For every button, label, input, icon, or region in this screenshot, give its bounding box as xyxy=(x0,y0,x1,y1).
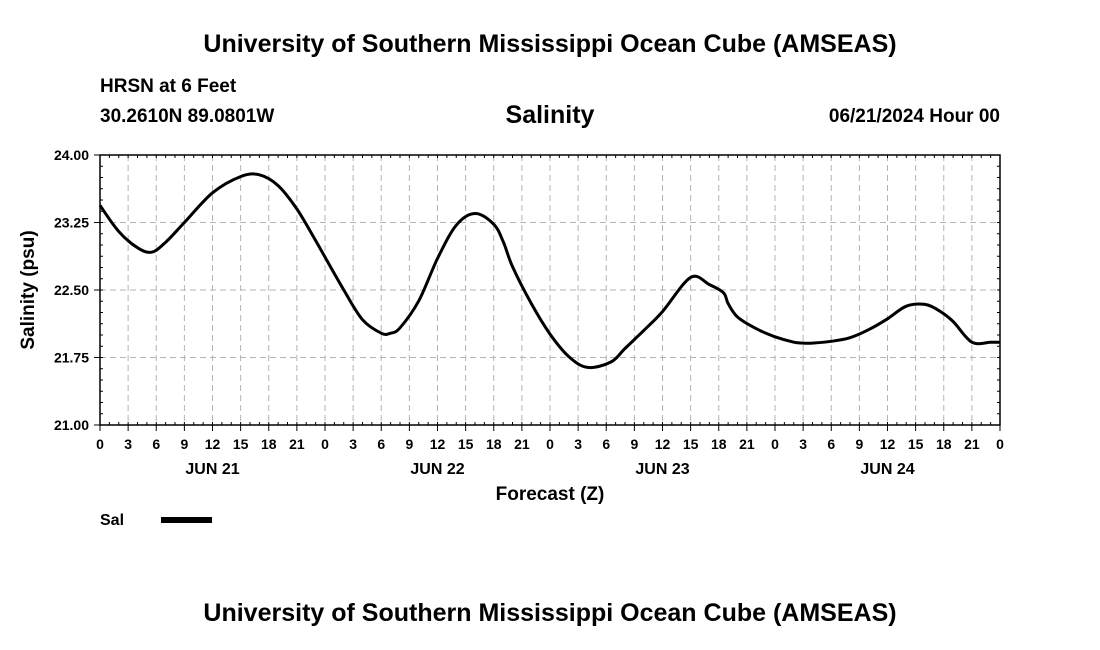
x-tick-label: 15 xyxy=(908,436,924,452)
x-tick-label: 3 xyxy=(799,436,807,452)
x-tick-label: 6 xyxy=(602,436,610,452)
y-tick-label: 22.50 xyxy=(54,282,89,298)
x-tick-label: 21 xyxy=(289,436,305,452)
y-tick-label: 21.75 xyxy=(54,350,89,366)
x-tick-label: 9 xyxy=(405,436,413,452)
x-tick-label: 18 xyxy=(486,436,502,452)
x-tick-label: 0 xyxy=(996,436,1004,452)
x-day-label: JUN 23 xyxy=(635,461,689,478)
x-tick-label: 15 xyxy=(683,436,699,452)
footer-title: University of Southern Mississippi Ocean… xyxy=(203,599,897,627)
x-tick-label: 21 xyxy=(964,436,980,452)
station-label: HRSN at 6 Feet xyxy=(100,76,237,97)
salinity-series-line xyxy=(98,172,1000,370)
x-tick-label: 9 xyxy=(180,436,188,452)
x-tick-label: 18 xyxy=(261,436,277,452)
x-tick-label: 3 xyxy=(349,436,357,452)
x-tick-label: 0 xyxy=(771,436,779,452)
y-tick-label: 21.00 xyxy=(54,417,89,433)
x-tick-label: 21 xyxy=(739,436,755,452)
forecast-datetime: 06/21/2024 Hour 00 xyxy=(828,106,1000,127)
x-tick-label: 15 xyxy=(233,436,249,452)
y-tick-label: 24.00 xyxy=(54,147,89,163)
x-tick-label: 0 xyxy=(96,436,104,452)
x-tick-label: 9 xyxy=(855,436,863,452)
chart-title: Salinity xyxy=(505,101,595,129)
legend-label: Sal xyxy=(100,512,124,529)
x-tick-label: 12 xyxy=(430,436,446,452)
x-day-label: JUN 24 xyxy=(860,461,914,478)
x-tick-label: 15 xyxy=(458,436,474,452)
x-tick-label: 6 xyxy=(377,436,385,452)
x-tick-label: 0 xyxy=(546,436,554,452)
x-tick-label: 18 xyxy=(711,436,727,452)
plot-frame xyxy=(99,154,1001,426)
x-tick-label: 21 xyxy=(514,436,530,452)
page-title: University of Southern Mississippi Ocean… xyxy=(203,30,897,58)
x-day-label: JUN 22 xyxy=(410,461,464,478)
x-tick-label: 3 xyxy=(124,436,132,452)
x-tick-label: 12 xyxy=(655,436,671,452)
y-tick-label: 23.25 xyxy=(54,215,89,231)
x-tick-label: 12 xyxy=(205,436,221,452)
station-coordinates: 30.2610N 89.0801W xyxy=(100,106,275,127)
x-tick-label: 3 xyxy=(574,436,582,452)
x-tick-label: 6 xyxy=(827,436,835,452)
x-tick-label: 18 xyxy=(936,436,952,452)
x-day-label: JUN 21 xyxy=(185,461,239,478)
x-tick-label: 9 xyxy=(630,436,638,452)
x-tick-label: 6 xyxy=(152,436,160,452)
x-tick-label: 12 xyxy=(880,436,896,452)
x-axis-label: Forecast (Z) xyxy=(496,484,605,505)
y-axis-label: Salinity (psu) xyxy=(18,230,39,349)
x-tick-label: 0 xyxy=(321,436,329,452)
